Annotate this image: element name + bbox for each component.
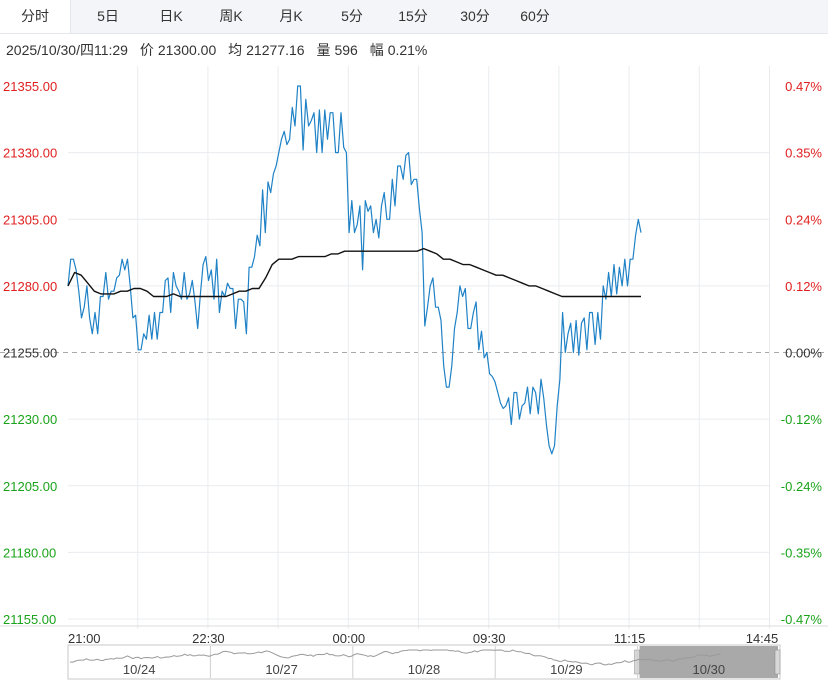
navigator-mini-trend [69,649,721,666]
quote-datetime: 2025/10/30/四11:29 [6,42,128,58]
volume-value: 596 [334,42,358,58]
tab-15min[interactable]: 15分 [398,8,428,24]
y-tick-label: 21205.00 [3,479,57,494]
period-tab-bar: 分时 5日 日K 周K 月K 5分 15分 30分 60分 [0,0,828,34]
pct-tick-label: -0.47% [781,612,823,627]
pct-tick-label: -0.35% [781,545,823,560]
y-tick-label: 21180.00 [3,545,56,560]
tab-monthly-k[interactable]: 月K [279,8,303,24]
navigator-day-label: 10/28 [408,662,441,677]
quote-price: 价 21300.00 [140,42,216,58]
pct-tick-label: 0.47% [785,79,822,94]
quote-amplitude: 幅 0.21% [370,42,428,58]
average-price-line [67,247,641,298]
volume-label: 量 [316,42,331,58]
x-tick-label: 14:45 [746,631,779,644]
tab-60min[interactable]: 60分 [520,8,550,24]
y-tick-label: 21255.00 [3,346,57,361]
amplitude-label: 幅 [369,42,384,58]
tab-intraday[interactable]: 分时 [0,0,71,33]
pct-tick-label: 0.00% [785,346,822,361]
average-value: 21277.16 [246,42,305,58]
pct-tick-label: 0.12% [785,279,822,294]
tab-5min[interactable]: 5分 [341,8,363,24]
y-tick-label: 21355.00 [3,79,57,94]
y-tick-label: 21280.00 [3,279,57,294]
x-tick-label: 22:30 [192,631,225,644]
price-value: 21300.00 [157,42,217,58]
x-tick-label: 00:00 [333,631,366,644]
pct-tick-label: 0.24% [785,212,822,227]
navigator-right-handle[interactable] [774,649,781,675]
x-tick-label: 09:30 [473,631,506,644]
amplitude-value: 0.21% [387,42,428,58]
navigator-day-label: 10/24 [123,662,156,677]
tab-weekly-k[interactable]: 周K [219,8,243,24]
quote-average: 均 21277.16 [228,42,304,58]
price-line [67,85,642,455]
average-label: 均 [228,42,243,58]
tab-5day[interactable]: 5日 [97,8,119,24]
price-label: 价 [139,42,154,58]
pct-tick-label: -0.24% [781,479,823,494]
quote-volume: 量 596 [316,42,357,58]
time-range-navigator[interactable]: 10/24 10/27 10/28 10/29 10/30 [0,644,828,683]
pct-tick-label: 0.35% [785,146,822,161]
y-tick-label: 21155.00 [3,612,56,627]
tab-daily-k[interactable]: 日K [159,8,183,24]
intraday-chart[interactable]: 21355.00 0.47% 21330.00 0.35% 21305.00 0.24% 2… [0,66,828,644]
navigator-selection[interactable] [639,646,778,678]
x-tick-label: 11:15 [614,631,646,644]
navigator-day-label: 10/29 [550,662,583,677]
pct-tick-label: -0.12% [781,412,823,427]
y-tick-label: 21305.00 [3,212,57,227]
y-tick-label: 21330.00 [3,146,57,161]
navigator-day-label: 10/30 [693,662,726,677]
navigator-day-label: 10/27 [265,662,298,677]
tab-30min[interactable]: 30分 [460,8,490,24]
x-tick-label: 21:00 [68,631,101,644]
y-tick-label: 21230.00 [3,412,57,427]
